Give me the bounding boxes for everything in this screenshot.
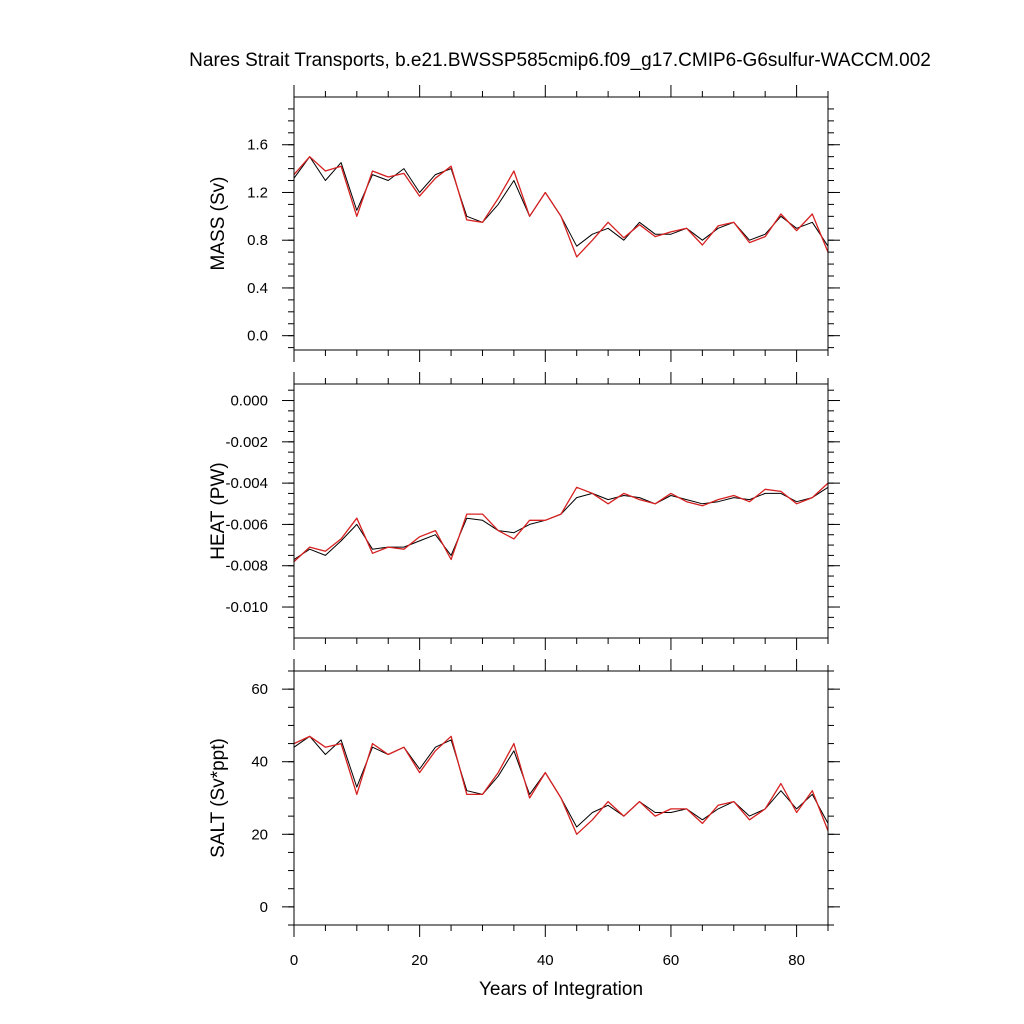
y-axis-title: SALT (Sv*ppt) — [208, 738, 229, 858]
series-line-raw — [293, 735, 829, 828]
y-tick-label: 1.6 — [247, 137, 268, 154]
y-tick-label: 60 — [251, 681, 268, 698]
figure-title: Nares Strait Transports, b.e21.BWSSP585c… — [189, 50, 931, 71]
y-tick-label: -0.002 — [225, 434, 268, 451]
y-tick-label: 20 — [251, 826, 268, 843]
y-tick-label: 0.4 — [247, 280, 268, 297]
y-axis-title: MASS (Sv) — [208, 177, 229, 271]
series-line-smoothed — [293, 482, 829, 563]
panel-frame — [293, 383, 829, 639]
x-tick-label: 40 — [537, 952, 554, 969]
panel-3: 0 20 40 60 SALT (Sv*ppt) — [208, 659, 840, 937]
y-tick-label: 0.0 — [247, 328, 268, 345]
series-line-raw — [293, 156, 829, 247]
y-tick-label: 0.8 — [247, 232, 268, 249]
series-line-smoothed — [293, 156, 829, 258]
panel-1: 0.0 0.4 0.8 1.2 1.6 MASS (Sv) — [208, 85, 840, 362]
y-tick-label: 1.2 — [247, 184, 268, 201]
x-tick-label: 0 — [290, 952, 298, 969]
panel-frame — [293, 96, 829, 351]
x-tick-label: 60 — [663, 952, 680, 969]
series-line-smoothed — [293, 735, 829, 835]
x-axis-title: Years of Integration — [479, 979, 643, 1000]
y-tick-label: -0.004 — [225, 475, 268, 492]
y-axis-title: HEAT (PW) — [208, 462, 229, 559]
y-tick-label: -0.010 — [225, 599, 268, 616]
x-tick-label: 20 — [411, 952, 428, 969]
y-tick-label: -0.008 — [225, 558, 268, 575]
y-tick-label: 40 — [251, 754, 268, 771]
panel-2: -0.010 -0.008 -0.006 -0.004 -0.002 0.000 HEAT … — [208, 372, 840, 650]
x-tick-label: 80 — [788, 952, 805, 969]
y-tick-label: 0 — [260, 899, 268, 916]
series-line-raw — [293, 486, 829, 560]
y-tick-label: 0.000 — [230, 393, 268, 410]
y-tick-label: -0.006 — [225, 516, 268, 533]
